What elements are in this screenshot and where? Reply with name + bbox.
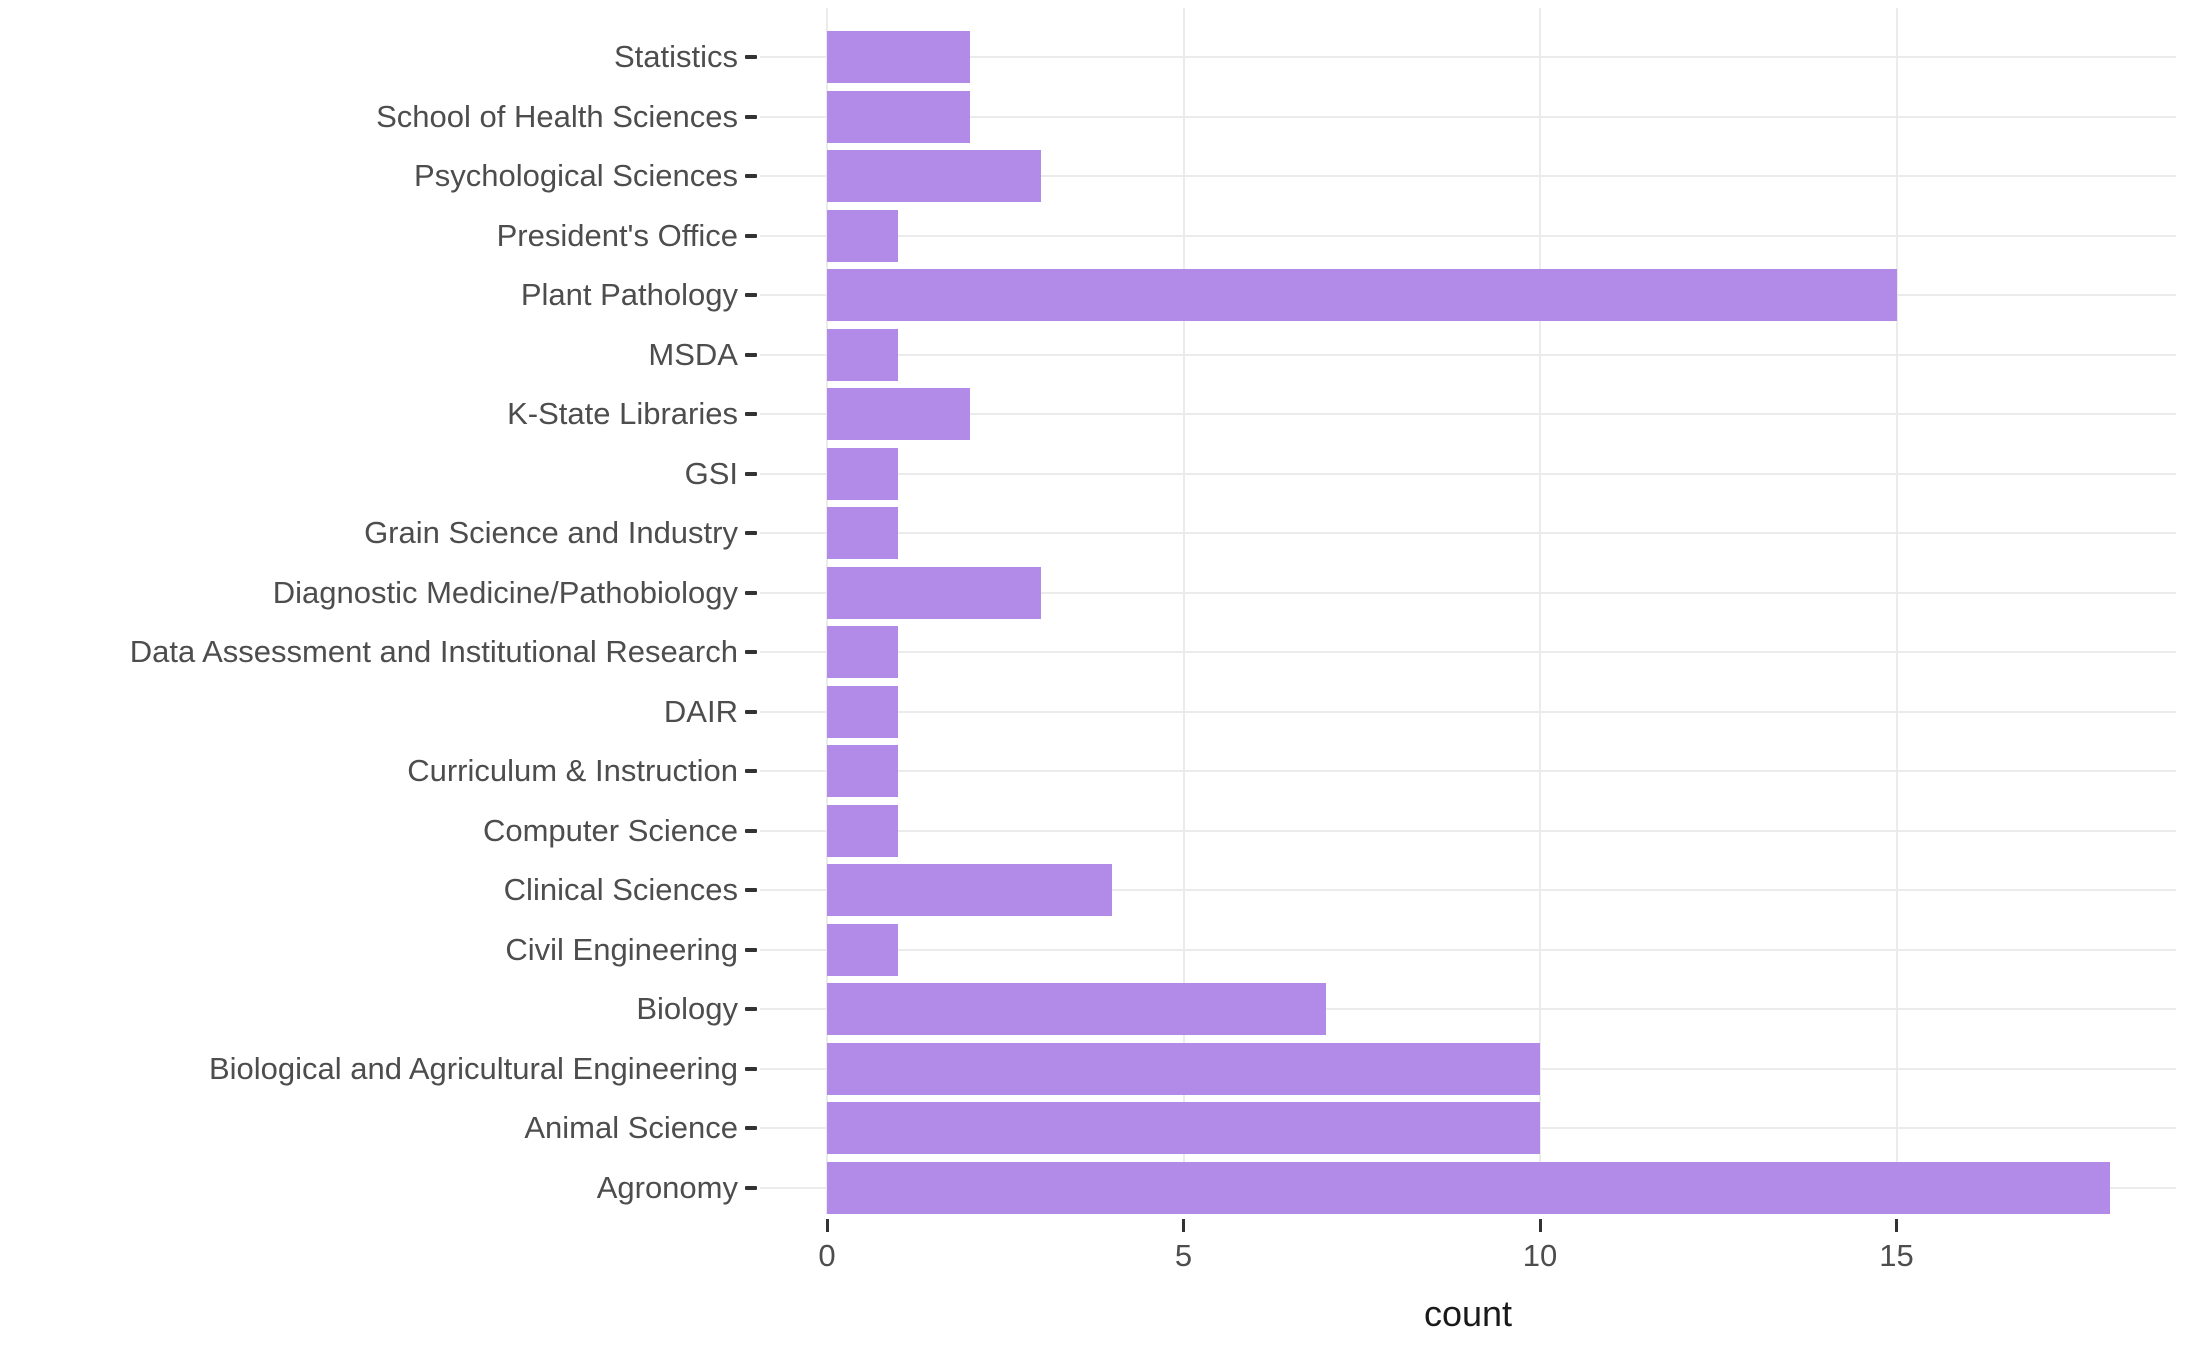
y-axis-label: Animal Science xyxy=(524,1110,738,1145)
category-gridline xyxy=(760,829,2176,832)
bar xyxy=(827,1102,1540,1154)
bar xyxy=(827,685,899,738)
x-axis-tick xyxy=(1895,1219,1898,1232)
category-gridline xyxy=(760,651,2176,653)
category-gridline xyxy=(760,591,2176,594)
bar xyxy=(827,566,1041,619)
x-axis-tick-label: 10 xyxy=(1522,1238,1558,1273)
category-gridline xyxy=(760,948,2176,951)
category-gridline xyxy=(760,889,2176,891)
category-gridline xyxy=(760,175,2176,177)
y-axis-tick xyxy=(745,1066,757,1071)
y-axis-tick xyxy=(745,114,757,119)
category-gridline xyxy=(760,234,2176,237)
y-axis-tick xyxy=(745,55,757,59)
y-axis-label: School of Health Sciences xyxy=(376,98,738,134)
y-axis-tick xyxy=(745,650,757,654)
x-axis-title: count xyxy=(1423,1293,1513,1334)
y-axis-label: Biology xyxy=(636,991,738,1026)
y-axis-tick xyxy=(745,828,757,833)
bar xyxy=(827,209,899,262)
y-axis-label: Biological and Agricultural Engineering xyxy=(208,1050,738,1086)
bar xyxy=(827,983,1327,1035)
y-axis-label: Agronomy xyxy=(596,1169,738,1205)
bar xyxy=(827,1161,2111,1214)
category-gridline xyxy=(760,710,2176,713)
y-axis-label: Curriculum & Instruction xyxy=(407,753,738,788)
y-axis-label: President's Office xyxy=(496,217,738,253)
y-axis-label: Civil Engineering xyxy=(505,931,738,967)
y-axis-tick xyxy=(745,352,757,357)
category-gridline xyxy=(760,56,2176,58)
bar xyxy=(827,923,899,976)
y-axis-label: GSI xyxy=(684,455,738,491)
y-axis-tick xyxy=(745,531,757,535)
category-gridline xyxy=(760,115,2176,118)
x-axis-tick xyxy=(1538,1219,1542,1232)
category-gridline xyxy=(760,472,2176,475)
x-axis-tick xyxy=(1182,1219,1185,1232)
bar xyxy=(827,90,970,143)
x-axis-tick-label: 0 xyxy=(818,1238,836,1273)
y-axis-label: Statistics xyxy=(613,39,738,74)
bar xyxy=(827,745,899,797)
y-axis-label: Grain Science and Industry xyxy=(364,515,738,550)
x-gridline xyxy=(1182,8,1185,1214)
y-axis-label: MSDA xyxy=(648,336,738,372)
category-gridline xyxy=(760,1008,2176,1010)
category-gridline xyxy=(760,770,2176,772)
y-axis-tick xyxy=(745,471,757,476)
y-axis-label: Psychological Sciences xyxy=(414,158,738,193)
plot-panel xyxy=(760,8,2176,1214)
bar xyxy=(827,507,899,559)
y-axis-tick xyxy=(745,769,757,773)
y-axis-tick xyxy=(745,174,757,178)
y-axis-label: Diagnostic Medicine/Pathobiology xyxy=(272,574,738,610)
x-gridline xyxy=(1895,8,1898,1214)
bar xyxy=(827,150,1041,202)
y-axis-tick xyxy=(745,412,757,416)
y-axis-tick xyxy=(745,590,757,595)
category-gridline xyxy=(760,353,2176,356)
y-axis-label: Computer Science xyxy=(482,812,738,848)
x-axis-tick-label: 5 xyxy=(1174,1238,1193,1273)
bar xyxy=(827,804,899,857)
y-axis-tick xyxy=(745,293,757,297)
y-axis-label: Clinical Sciences xyxy=(503,872,738,907)
y-axis-tick xyxy=(745,1126,757,1130)
bar xyxy=(827,269,1897,321)
category-gridline xyxy=(760,413,2176,415)
bar xyxy=(827,447,899,500)
y-axis-label: K-State Libraries xyxy=(507,396,738,431)
y-axis-label: Data Assessment and Institutional Resear… xyxy=(129,634,738,669)
bar xyxy=(827,864,1113,916)
bar xyxy=(827,388,970,440)
y-axis-tick xyxy=(745,1007,757,1011)
y-axis-label: DAIR xyxy=(663,693,738,729)
bar xyxy=(827,1042,1540,1095)
bar xyxy=(827,31,970,83)
x-gridline xyxy=(1539,8,1541,1214)
bar xyxy=(827,626,899,678)
y-axis-tick xyxy=(745,233,757,238)
category-gridline xyxy=(760,532,2176,534)
y-axis-tick xyxy=(745,888,757,892)
x-axis-tick-label: 15 xyxy=(1879,1238,1914,1273)
y-axis-tick xyxy=(745,709,757,714)
y-axis-tick xyxy=(745,947,757,952)
x-axis-tick xyxy=(825,1219,829,1232)
y-axis-tick xyxy=(745,1185,757,1190)
bar xyxy=(827,328,899,381)
y-axis-label: Plant Pathology xyxy=(520,277,738,312)
